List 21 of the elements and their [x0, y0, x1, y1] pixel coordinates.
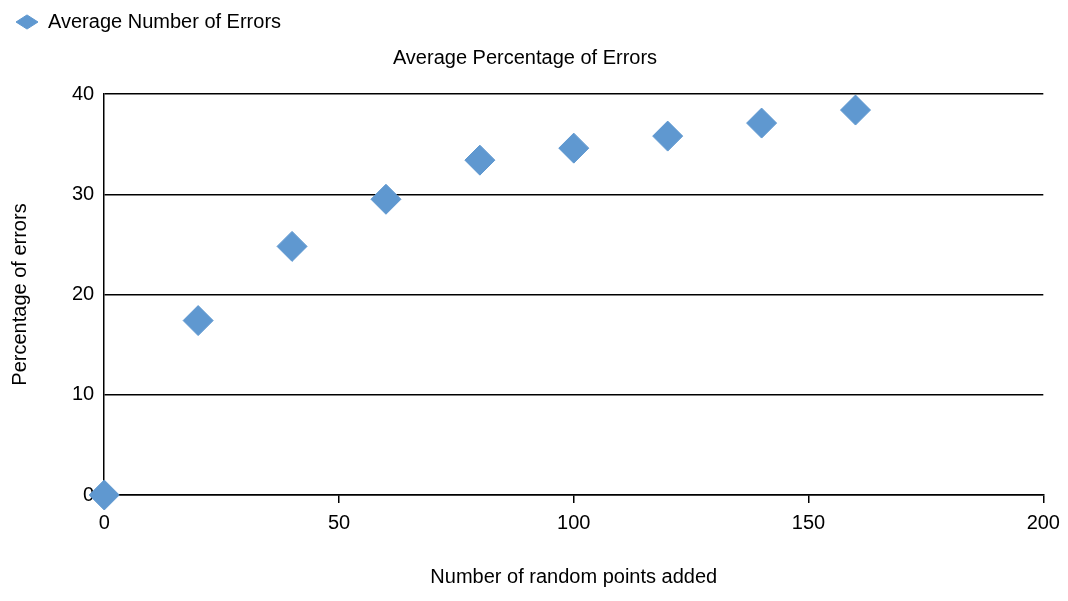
point: [840, 94, 871, 126]
chart-title: Average Percentage of Errors: [392, 45, 658, 68]
point: [558, 132, 590, 164]
point: [746, 107, 778, 139]
y-tick-label: 10: [72, 382, 95, 405]
point: [464, 144, 496, 176]
legend-label: Average Number of Errors: [48, 9, 282, 32]
y-tick-label: 30: [72, 181, 95, 204]
y-axis-title: Percentage of errors: [7, 203, 30, 386]
x-tick-label: 0: [98, 510, 110, 533]
y-tick-label: 40: [72, 81, 95, 104]
point: [276, 230, 308, 262]
point: [182, 305, 214, 337]
y-tick-label: 20: [72, 282, 95, 305]
x-tick-label: 150: [791, 510, 826, 533]
x-tick-label: 100: [557, 510, 591, 533]
point: [370, 183, 402, 215]
x-axis-title: Number of random points added: [430, 564, 718, 587]
x-tick-label: 50: [327, 510, 351, 533]
x-tick-label: 200: [1026, 510, 1060, 533]
point: [652, 120, 684, 152]
